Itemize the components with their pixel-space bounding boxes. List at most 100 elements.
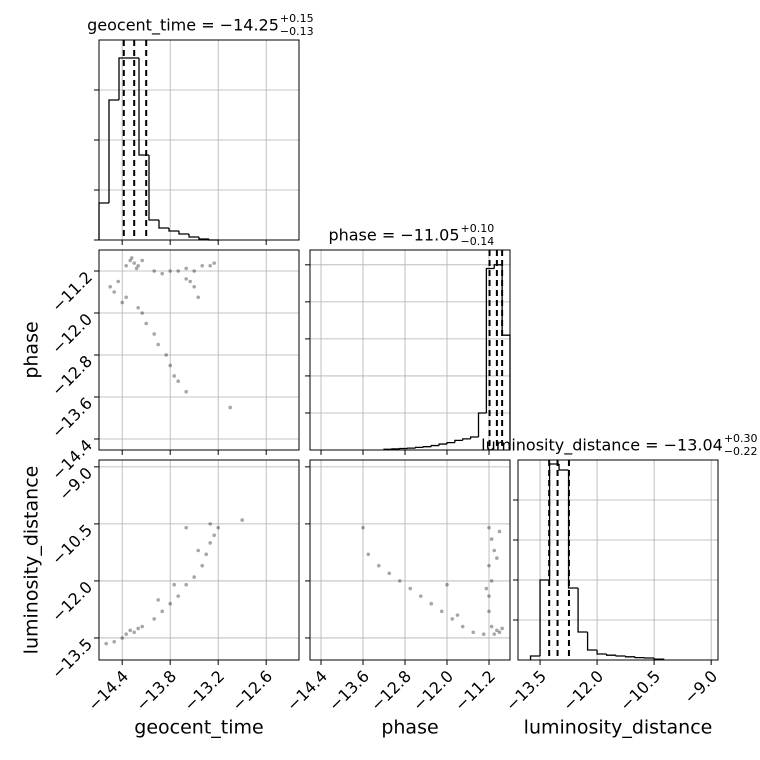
x-tick-label: −9.0 bbox=[680, 667, 721, 708]
histogram-bin bbox=[501, 264, 511, 450]
scatter-point bbox=[168, 363, 172, 368]
histogram-bin bbox=[529, 655, 541, 660]
scatter-point bbox=[184, 266, 188, 271]
panel: −14.4 −13.8 −13.2 −12.6−9.0−10.5−12.0−13.5g… bbox=[21, 459, 300, 739]
panel-frame bbox=[517, 459, 719, 661]
scatter-point bbox=[487, 594, 491, 598]
scatter-point bbox=[484, 586, 489, 591]
histogram-bin bbox=[615, 655, 626, 657]
scatter-point bbox=[160, 609, 164, 614]
scatter-point bbox=[455, 613, 460, 617]
scatter-point bbox=[112, 639, 116, 644]
histogram-bin bbox=[539, 579, 550, 656]
scatter-point bbox=[196, 548, 200, 553]
scatter-point bbox=[104, 641, 108, 646]
x-tick-label: −12.6 bbox=[228, 667, 276, 715]
histogram-bin bbox=[634, 656, 645, 659]
title-lower: −0.22 bbox=[724, 445, 758, 458]
y-axis-label: luminosity_distance bbox=[21, 466, 43, 655]
y-tick-label: −11.2 bbox=[48, 268, 96, 316]
scatter-point bbox=[160, 271, 164, 276]
scatter-point bbox=[481, 632, 486, 636]
scatter-point bbox=[168, 601, 172, 606]
scatter-point bbox=[140, 258, 144, 263]
x-tick-label: −12.8 bbox=[367, 667, 415, 715]
scatter-point bbox=[487, 563, 491, 568]
scatter-point bbox=[124, 295, 128, 300]
histogram-bin bbox=[430, 444, 440, 447]
scatter-point bbox=[429, 601, 434, 606]
scatter-point bbox=[489, 537, 494, 541]
scatter-point bbox=[144, 321, 148, 326]
scatter-point bbox=[361, 525, 365, 530]
panel-title: phase = −11.05 bbox=[328, 226, 459, 245]
scatter-point bbox=[132, 630, 136, 635]
histogram-bin bbox=[462, 438, 471, 441]
title-upper: +0.10 bbox=[461, 222, 495, 235]
scatter-point bbox=[136, 263, 140, 268]
x-tick-label: −13.2 bbox=[180, 667, 228, 715]
scatter-point bbox=[124, 632, 128, 636]
panel: −14.4−13.6−12.8−12.0−11.2 phase bbox=[283, 459, 511, 739]
scatter-point bbox=[128, 258, 132, 263]
x-tick-label: −13.8 bbox=[132, 667, 180, 715]
scatter-point bbox=[497, 630, 502, 635]
scatter-point bbox=[116, 279, 120, 284]
scatter-point bbox=[196, 295, 200, 300]
scatter-point bbox=[134, 266, 139, 271]
scatter-point bbox=[172, 374, 176, 378]
scatter-point bbox=[176, 269, 180, 273]
histogram-bin bbox=[158, 220, 169, 229]
scatter-point bbox=[487, 609, 491, 614]
x-tick-label: −14.4 bbox=[84, 667, 132, 715]
histogram-bin bbox=[485, 267, 495, 413]
scatter-point bbox=[200, 263, 204, 268]
x-tick-label: −10.5 bbox=[616, 667, 664, 715]
scatter-point bbox=[376, 563, 381, 568]
scatter-point bbox=[192, 575, 196, 579]
histogram-bin bbox=[493, 264, 503, 269]
x-tick-label: −11.2 bbox=[451, 667, 499, 715]
histogram-bin bbox=[168, 228, 179, 232]
histogram-bin bbox=[596, 650, 607, 655]
scatter-point bbox=[450, 617, 455, 621]
scatter-point bbox=[140, 311, 144, 315]
x-tick-label: −13.6 bbox=[325, 667, 373, 715]
scatter-point bbox=[212, 261, 216, 265]
scatter-point bbox=[192, 284, 196, 289]
scatter-point bbox=[445, 582, 449, 587]
y-tick-label: −10.5 bbox=[48, 520, 96, 568]
scatter-point bbox=[495, 556, 499, 560]
histogram-bin bbox=[118, 57, 129, 100]
scatter-point bbox=[156, 598, 160, 602]
scatter-point bbox=[188, 279, 192, 284]
histogram-bin bbox=[414, 446, 424, 449]
histogram-bin bbox=[624, 656, 636, 658]
histogram-bin bbox=[567, 470, 579, 589]
histogram-bin bbox=[98, 202, 109, 240]
scatter-point bbox=[418, 594, 423, 598]
x-tick-label: −12.0 bbox=[559, 667, 607, 715]
scatter-point bbox=[120, 300, 124, 305]
scatter-point bbox=[156, 342, 160, 347]
scatter-point bbox=[172, 582, 176, 587]
y-axis-label: phase bbox=[21, 321, 43, 378]
histogram-bin bbox=[477, 412, 487, 438]
scatter-point bbox=[208, 541, 212, 545]
x-axis-label: phase bbox=[381, 717, 438, 739]
y-tick-label: −12.8 bbox=[48, 352, 96, 400]
scatter-point bbox=[408, 586, 413, 591]
scatter-point bbox=[108, 284, 112, 289]
histogram-bin bbox=[469, 436, 479, 439]
scatter-point bbox=[120, 636, 124, 640]
panel-frame bbox=[309, 249, 511, 451]
scatter-point bbox=[212, 533, 216, 538]
histogram-bin bbox=[108, 99, 119, 203]
scatter-point bbox=[387, 571, 392, 576]
title-lower: −0.14 bbox=[461, 235, 495, 248]
scatter-point bbox=[366, 552, 371, 557]
scatter-point bbox=[112, 290, 116, 294]
